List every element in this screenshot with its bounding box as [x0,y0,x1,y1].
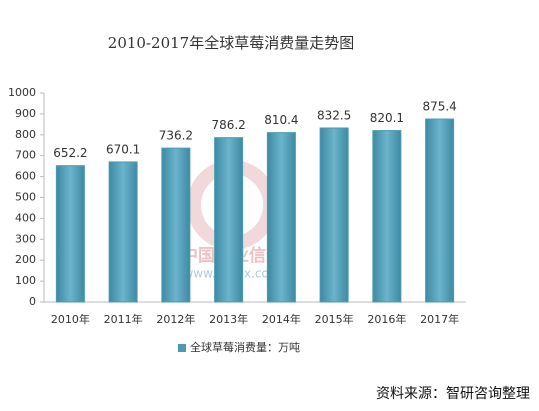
y-tick-label: 1000 [8,86,36,99]
x-tick-label: 2015年 [315,312,354,326]
y-tick-label: 100 [15,274,36,287]
data-label: 652.2 [53,146,87,160]
data-label: 820.1 [370,111,404,125]
y-tick-label: 500 [15,191,36,204]
data-label: 810.4 [264,113,298,127]
bar [319,127,349,303]
y-tick-label: 200 [15,253,36,266]
data-label: 736.2 [159,129,193,143]
x-tick-label: 2016年 [367,312,406,326]
y-tick-label: 300 [15,232,36,245]
x-tick-label: 2017年 [420,312,459,326]
legend-swatch [178,344,186,352]
bar [108,161,138,303]
y-tick-label: 600 [15,170,36,183]
y-tick-label: 0 [29,295,36,308]
x-tick-label: 2011年 [104,312,143,326]
data-label: 832.5 [317,109,351,123]
data-label: 786.2 [211,118,245,132]
bar [425,118,455,303]
y-tick-label: 800 [15,128,36,141]
bar [372,130,402,303]
y-tick-label: 400 [15,211,36,224]
x-tick-label: 2010年 [51,312,90,326]
bar [266,132,296,303]
data-label: 875.4 [422,100,456,114]
x-tick-label: 2013年 [209,312,248,326]
bar [214,137,244,303]
x-tick-label: 2012年 [156,312,195,326]
bar [55,165,85,303]
bar [161,147,191,303]
data-label: 670.1 [106,142,140,156]
x-tick-label: 2014年 [262,312,301,326]
y-tick-label: 700 [15,149,36,162]
y-tick-label: 900 [15,107,36,120]
legend-label: 全球草莓消费量：万吨 [190,340,300,354]
chart-title: 2010-2017年全球草莓消费量走势图 [108,34,354,52]
source-note: 资料来源：智研咨询整理 [376,386,530,402]
